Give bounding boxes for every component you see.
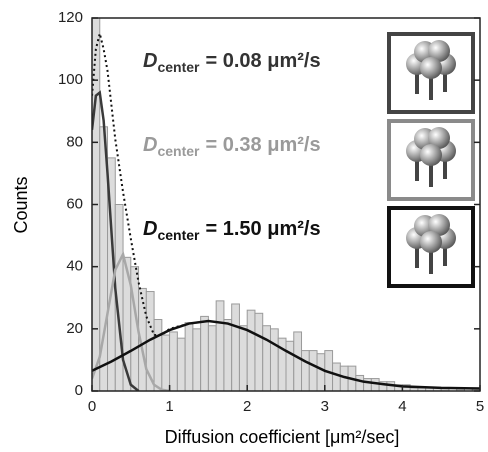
- histogram-bar: [153, 319, 163, 391]
- histogram-bar: [192, 328, 202, 391]
- x-tick-label: 1: [165, 398, 173, 415]
- annotation: Dcenter = 0.08 μm²/s: [143, 50, 321, 74]
- histogram-bar: [262, 325, 271, 391]
- annotation-subscript: center: [157, 227, 200, 243]
- y-axis-label: Counts: [11, 176, 31, 233]
- x-tick-label: 5: [476, 398, 484, 415]
- y-tick-label: 0: [75, 382, 83, 399]
- histogram-bar: [308, 350, 318, 391]
- histogram-bar: [355, 374, 365, 391]
- histogram-bar: [246, 309, 256, 391]
- histogram-bar: [207, 325, 217, 391]
- histogram-bar: [223, 319, 233, 391]
- histogram-bar: [161, 334, 171, 391]
- annotation: Dcenter = 0.38 μm²/s: [143, 134, 321, 158]
- icon-box: [387, 119, 475, 201]
- histogram-bar: [316, 353, 326, 391]
- histogram-bar: [231, 303, 240, 391]
- fit-curve: [92, 250, 170, 391]
- histogram-bar: [269, 328, 279, 391]
- y-tick-label: 100: [58, 71, 83, 88]
- histogram-bar: [293, 331, 303, 391]
- y-tick-label: 40: [66, 258, 83, 275]
- histogram-bar: [285, 340, 295, 391]
- annotation-subscript: center: [157, 59, 200, 75]
- histogram-bar: [332, 362, 341, 391]
- histogram-bar: [370, 378, 380, 391]
- plot-area: [92, 18, 480, 391]
- annotation-text: = 1.50 μm²/s: [205, 218, 320, 240]
- histogram-bar: [238, 325, 248, 391]
- annotation-symbol: D: [143, 218, 157, 240]
- histogram-bar: [184, 322, 194, 391]
- icon-box: [387, 32, 475, 114]
- x-axis-label: Diffusion coefficient [μm²/sec]: [165, 427, 400, 447]
- y-tick-label: 80: [66, 133, 83, 150]
- annotation-subscript: center: [157, 143, 200, 159]
- histogram-bar: [301, 350, 310, 391]
- fit-curve: [92, 33, 209, 337]
- y-tick-label: 60: [66, 195, 83, 212]
- histogram-bar: [176, 337, 186, 391]
- histogram-bar: [215, 300, 225, 391]
- annotation-symbol: D: [143, 50, 157, 72]
- fit-curve: [92, 319, 480, 390]
- histogram-bar: [363, 378, 372, 391]
- x-tick-label: 0: [88, 398, 96, 415]
- y-tick-label: 20: [66, 320, 83, 337]
- annotation-text: = 0.38 μm²/s: [205, 134, 320, 156]
- x-tick-label: 3: [321, 398, 329, 415]
- histogram-bar: [254, 312, 264, 391]
- histogram-bar: [200, 315, 209, 391]
- annotation: Dcenter = 1.50 μm²/s: [143, 218, 321, 242]
- x-tick-label: 2: [243, 398, 251, 415]
- y-tick-label: 120: [58, 9, 83, 26]
- annotation-symbol: D: [143, 134, 157, 156]
- histogram-bar: [169, 331, 178, 391]
- annotation-text: = 0.08 μm²/s: [205, 50, 320, 72]
- fit-curve: [92, 90, 140, 391]
- x-tick-label: 4: [398, 398, 406, 415]
- icon-box: [387, 206, 475, 288]
